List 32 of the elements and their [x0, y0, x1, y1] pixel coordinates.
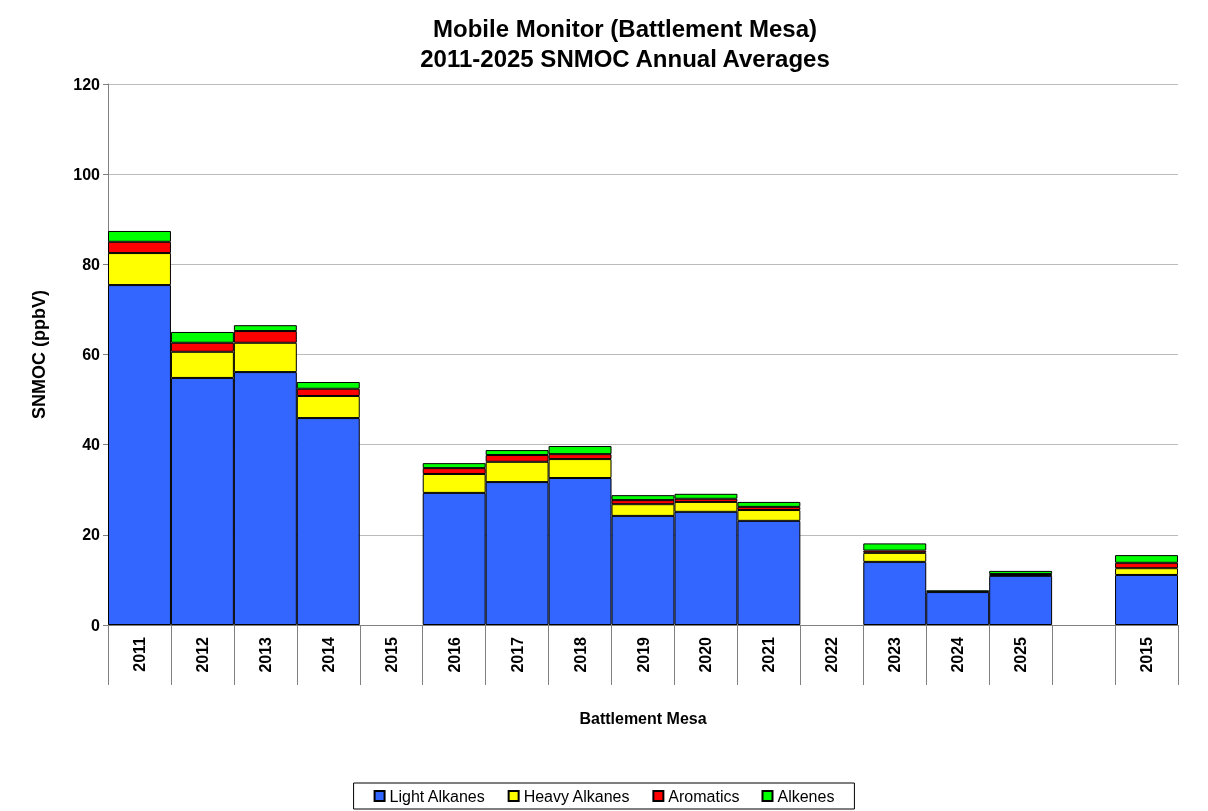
x-tick-label: 2016 [445, 636, 463, 673]
legend-label: Heavy Alkanes [523, 787, 630, 805]
x-tick-label: 2020 [697, 636, 715, 673]
x-axis-title: Battlement Mesa [579, 709, 707, 727]
y-tick-label: 0 [91, 616, 101, 634]
y-axis-title: SNMOC (ppbV) [29, 290, 49, 419]
y-tick-label: 40 [82, 436, 101, 454]
x-tick-label: 2011 [130, 636, 148, 672]
y-tick-label: 80 [82, 255, 101, 273]
x-tick-label: 2012 [193, 636, 211, 673]
x-tick-label: 2018 [571, 636, 589, 673]
x-tick-label: 2017 [508, 636, 526, 673]
y-tick-label: 100 [73, 165, 101, 183]
legend-label: Aromatics [668, 787, 740, 805]
y-tick-label: 120 [73, 75, 101, 93]
y-tick-label: 60 [82, 346, 101, 363]
x-tick-label: 2015 [382, 636, 400, 673]
x-tick-label: 2013 [256, 636, 274, 673]
legend-label: Light Alkanes [389, 787, 485, 805]
bar [863, 543, 927, 551]
x-tick-label: 2019 [634, 636, 652, 673]
bar [989, 570, 1053, 575]
x-tick-label: 2021 [760, 636, 778, 673]
x-tick-label: 2024 [949, 636, 967, 673]
x-tick-label: 2025 [1012, 636, 1030, 673]
x-tick-label: 2022 [823, 636, 841, 673]
x-tick-label: 2015 [1138, 636, 1156, 673]
chart-title: Mobile Monitor (Battlement Mesa) 2011-2025 SNMOC Annual Averages [420, 14, 830, 72]
legend-label: Alkenes [777, 787, 835, 805]
y-tick-label: 20 [82, 526, 101, 544]
x-tick-label: 2023 [886, 636, 904, 673]
x-tick-label: 2014 [319, 636, 337, 673]
